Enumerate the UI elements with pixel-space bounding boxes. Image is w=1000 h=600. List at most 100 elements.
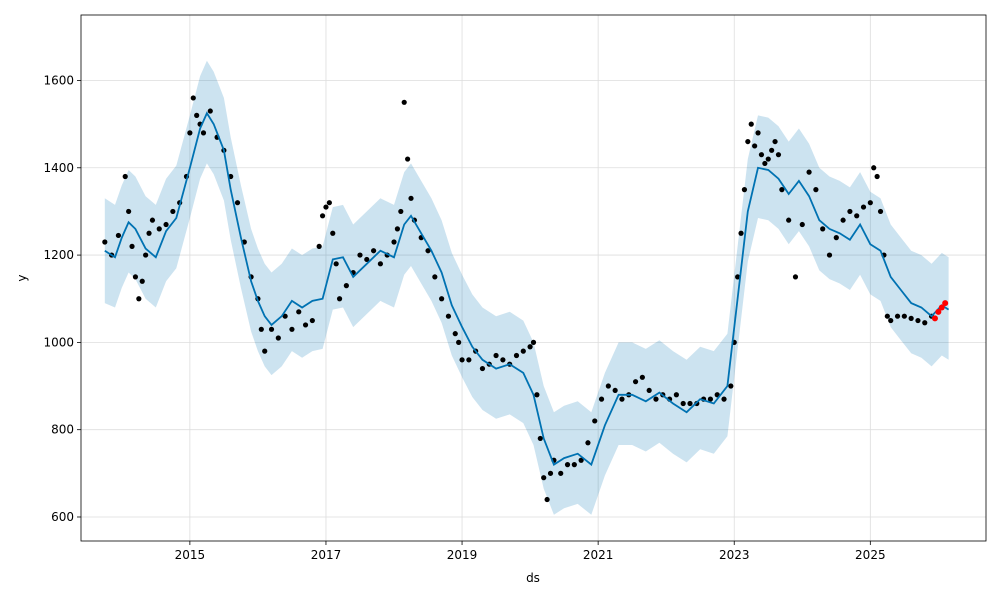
recent-points: [931, 300, 949, 322]
observed-point: [122, 173, 128, 180]
y-axis-ticks: 600 800 1000 1200 1400 1600: [43, 73, 81, 524]
observed-point: [143, 252, 149, 258]
observed-point: [673, 392, 679, 398]
forecast-line-group: [104, 111, 950, 467]
observed-point: [833, 235, 839, 241]
observed-point: [326, 200, 332, 206]
uncertainty-interval-area: [104, 60, 949, 515]
observed-point: [163, 221, 169, 228]
observed-point: [786, 217, 792, 223]
observed-point: [585, 440, 591, 446]
observed-point: [493, 352, 499, 359]
observed-point: [735, 274, 741, 280]
observed-point: [439, 296, 445, 302]
observed-point: [126, 208, 132, 215]
observed-point: [466, 357, 472, 363]
observed-point: [867, 200, 873, 206]
observed-point: [309, 317, 315, 324]
observed-point: [871, 165, 877, 171]
observed-point: [330, 230, 336, 236]
observed-point: [445, 313, 452, 319]
observed-point: [547, 470, 554, 476]
observed-point: [758, 152, 765, 158]
observed-point: [680, 400, 686, 407]
observed-point: [639, 374, 645, 380]
y-tick-label: 1000: [43, 335, 74, 349]
observed-point: [275, 335, 281, 341]
observed-point: [296, 309, 302, 315]
observed-point: [129, 243, 135, 249]
y-axis-label: y: [15, 274, 29, 281]
observed-point: [544, 496, 550, 503]
observed-point: [653, 396, 659, 402]
observed-point: [847, 208, 853, 215]
observed-point: [319, 213, 326, 219]
observed-point: [289, 326, 295, 332]
observed-point: [323, 204, 329, 210]
observed-point: [534, 392, 540, 398]
observed-points: [102, 95, 935, 503]
observed-point: [541, 475, 547, 481]
observed-point: [755, 130, 761, 136]
observed-point: [391, 239, 397, 245]
observed-point: [156, 226, 162, 232]
observed-point: [102, 239, 108, 245]
observed-point: [207, 108, 213, 114]
observed-point: [513, 352, 520, 359]
observed-point: [792, 274, 799, 280]
observed-point: [632, 379, 639, 385]
observed-point: [187, 130, 193, 136]
observed-point: [258, 326, 264, 332]
observed-point: [398, 208, 404, 215]
x-tick-label: 2021: [583, 548, 614, 562]
observed-point: [500, 357, 506, 363]
observed-point: [741, 187, 748, 193]
x-tick-label: 2025: [855, 548, 886, 562]
y-tick-label: 1200: [43, 248, 74, 262]
observed-point: [915, 317, 921, 324]
observed-point: [234, 200, 241, 206]
x-axis-label: ds: [526, 571, 540, 585]
observed-point: [357, 252, 363, 258]
observed-point: [479, 365, 486, 372]
observed-point: [888, 317, 894, 324]
recent-point: [942, 300, 949, 307]
y-tick-label: 1400: [43, 161, 74, 175]
observed-point: [707, 396, 714, 402]
observed-point: [874, 173, 880, 180]
observed-point: [136, 296, 142, 302]
observed-point: [884, 313, 890, 319]
x-tick-label: 2017: [311, 548, 342, 562]
observed-point: [877, 208, 884, 215]
observed-point: [149, 217, 156, 223]
observed-point: [860, 204, 867, 210]
observed-point: [854, 213, 860, 219]
observed-point: [452, 331, 458, 337]
observed-point: [370, 248, 377, 254]
observed-point: [302, 322, 309, 328]
observed-point: [619, 396, 625, 402]
observed-point: [132, 274, 139, 280]
observed-point: [190, 95, 196, 101]
observed-point: [779, 187, 785, 193]
observed-point: [364, 256, 370, 263]
observed-point: [456, 339, 462, 345]
recent-point: [935, 308, 942, 315]
observed-point: [922, 320, 928, 326]
observed-point: [558, 470, 564, 476]
observed-point: [139, 278, 145, 284]
observed-point: [316, 243, 322, 249]
observed-point: [394, 226, 401, 232]
observed-point: [592, 418, 598, 424]
observed-point: [813, 187, 819, 193]
observed-point: [745, 138, 751, 145]
observed-point: [728, 383, 734, 389]
observed-point: [564, 462, 571, 468]
observed-point: [901, 313, 907, 319]
x-tick-label: 2019: [447, 548, 478, 562]
observed-point: [459, 357, 465, 363]
observed-point: [772, 138, 778, 145]
